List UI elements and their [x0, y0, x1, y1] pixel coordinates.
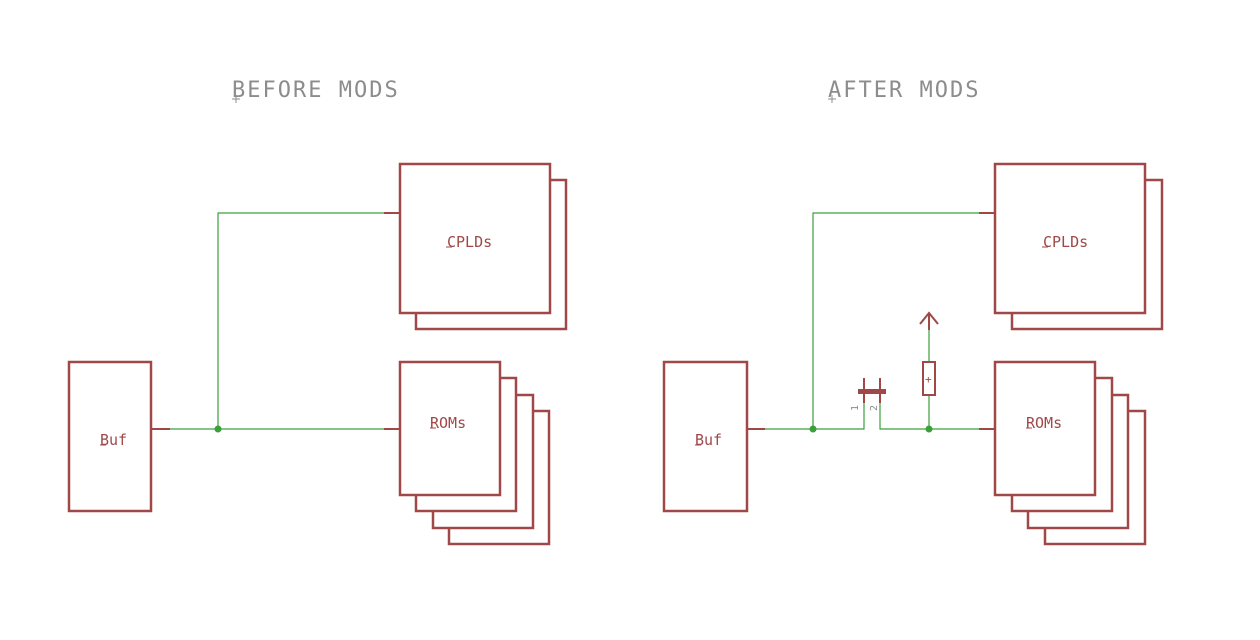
junction-dot	[809, 425, 817, 433]
jumper-symbol: 1 2	[850, 378, 886, 411]
cpld-label: CPLDs	[447, 233, 492, 251]
jumper-pin1-number: 1	[850, 405, 861, 411]
buffer-label: Buf	[695, 431, 722, 449]
resistor-body	[922, 361, 936, 396]
before-rom-symbol: ROMs	[384, 360, 551, 546]
wire-buf-to-jumper	[765, 403, 865, 430]
before-cpld-symbol: CPLDs	[384, 162, 568, 331]
resistor-mark: +	[925, 373, 932, 386]
after-buffer-symbol: Buf	[662, 360, 765, 513]
wire-to-cpld	[217, 212, 384, 429]
pullup-resistor-symbol: +	[922, 361, 936, 396]
rom-body-1	[993, 360, 1097, 497]
rom-label: ROMs	[430, 414, 466, 432]
after-title-text: AFTER MODS	[828, 78, 980, 103]
rom-label: ROMs	[1026, 414, 1062, 432]
cpld-label: CPLDs	[1043, 233, 1088, 251]
after-rom-symbol: ROMs	[979, 360, 1147, 546]
cpld-body-front	[398, 162, 552, 315]
jumper-pin2-number: 2	[869, 405, 880, 411]
rom-body-1	[398, 360, 502, 497]
vcc-supply-symbol	[919, 311, 939, 330]
before-title-text: BEFORE MODS	[232, 78, 400, 103]
junction-dot	[214, 425, 222, 433]
vcc-arrow-icon	[919, 311, 939, 325]
after-mods-section: AFTER MODS Buf 1 2	[662, 78, 1164, 546]
before-mods-section: BEFORE MODS Buf CPLDs	[67, 78, 568, 546]
jumper-bridge	[858, 389, 886, 394]
before-wires	[170, 212, 384, 433]
cpld-body-front	[993, 162, 1147, 315]
wire-to-cpld	[812, 212, 979, 429]
after-cpld-symbol: CPLDs	[979, 162, 1164, 331]
before-buffer-symbol: Buf	[67, 360, 170, 513]
before-title: BEFORE MODS	[232, 78, 400, 103]
wire-jumper-to-rom	[879, 403, 979, 430]
buffer-body	[662, 360, 749, 513]
after-wires	[765, 212, 979, 433]
buffer-label: Buf	[100, 431, 127, 449]
after-title: AFTER MODS	[828, 78, 980, 103]
buffer-body	[67, 360, 153, 513]
junction-dot	[925, 425, 933, 433]
